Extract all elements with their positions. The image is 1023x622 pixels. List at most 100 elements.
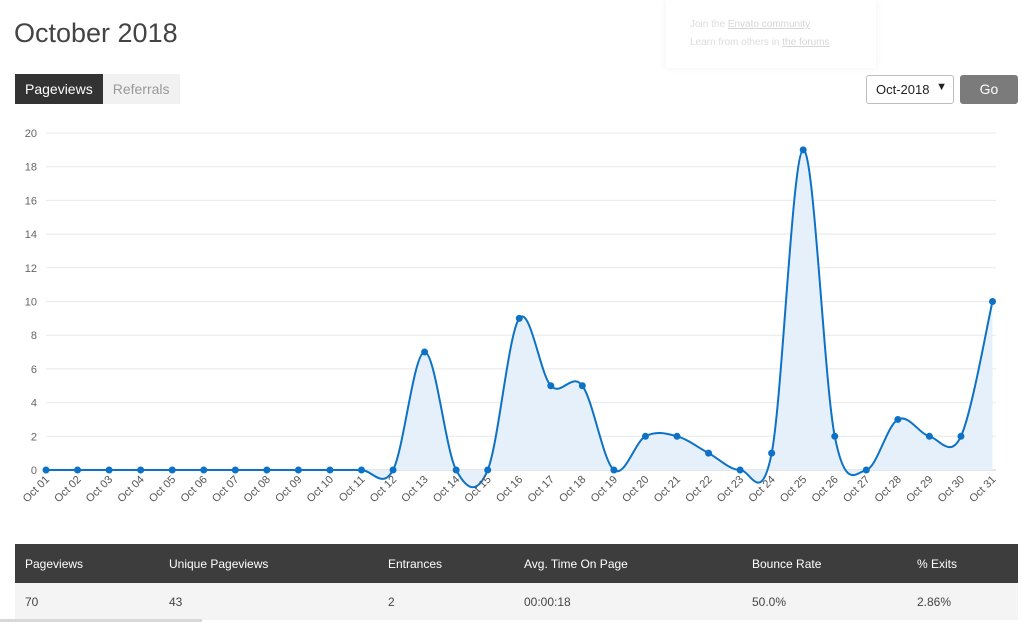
data-point[interactable] <box>326 466 334 474</box>
value-entrances: 2 <box>378 583 514 620</box>
stats-table: Pageviews Unique Pageviews Entrances Avg… <box>15 544 1018 620</box>
header-exits: % Exits <box>907 544 1018 583</box>
data-point[interactable] <box>705 449 713 457</box>
data-point[interactable] <box>547 382 555 390</box>
header-bounce-rate: Bounce Rate <box>742 544 907 583</box>
data-point[interactable] <box>925 432 933 440</box>
month-select[interactable]: Oct-2018 ▼ <box>866 75 954 104</box>
promo-text: Join the <box>690 19 728 30</box>
data-point[interactable] <box>358 466 365 474</box>
value-unique-pageviews: 43 <box>159 583 378 620</box>
stats-header-row: Pageviews Unique Pageviews Entrances Avg… <box>15 544 1018 583</box>
x-tick-label: Oct 28 <box>873 474 904 505</box>
data-point[interactable] <box>515 314 523 322</box>
data-point[interactable] <box>263 466 271 474</box>
x-tick-label: Oct 07 <box>210 474 241 505</box>
x-tick-label: Oct 21 <box>652 474 683 505</box>
data-point[interactable] <box>421 348 429 356</box>
x-tick-label: Oct 01 <box>21 474 52 505</box>
data-point[interactable] <box>74 466 82 474</box>
data-point[interactable] <box>42 466 50 474</box>
x-tick-label: Oct 29 <box>904 474 935 505</box>
x-tick-label: Oct 19 <box>589 474 620 505</box>
x-tick-label: Oct 22 <box>683 474 714 505</box>
header-entrances: Entrances <box>378 544 514 583</box>
data-point[interactable] <box>831 432 839 440</box>
data-point[interactable] <box>578 382 586 390</box>
x-tick-label: Oct 30 <box>936 474 967 505</box>
x-tick-label: Oct 14 <box>431 474 462 505</box>
value-exits: 2.86% <box>907 583 1018 620</box>
y-tick-label: 14 <box>25 229 37 241</box>
x-tick-label: Oct 09 <box>273 474 304 505</box>
data-point[interactable] <box>452 466 460 474</box>
community-promo: Join the Envato community Learn from oth… <box>666 0 876 68</box>
y-tick-label: 16 <box>25 195 37 207</box>
stats-row: 70 43 2 00:00:18 50.0% 2.86% <box>15 583 1018 620</box>
y-tick-label: 4 <box>31 398 37 410</box>
x-tick-label: Oct 26 <box>809 474 840 505</box>
y-tick-label: 8 <box>31 330 37 342</box>
x-tick-label: Oct 17 <box>526 474 557 505</box>
data-point[interactable] <box>894 415 902 423</box>
data-point[interactable] <box>957 432 965 440</box>
envato-community-link[interactable]: Envato community <box>727 19 811 30</box>
data-point[interactable] <box>231 466 239 474</box>
data-point[interactable] <box>989 298 996 305</box>
promo-text: Learn from others in <box>690 37 783 48</box>
y-tick-label: 0 <box>31 465 37 477</box>
x-tick-label: Oct 18 <box>557 474 588 505</box>
data-point[interactable] <box>200 466 208 474</box>
x-tick-label: Oct 20 <box>620 474 651 505</box>
data-point[interactable] <box>673 432 681 440</box>
data-point[interactable] <box>799 146 807 154</box>
tab-pageviews[interactable]: Pageviews <box>15 74 103 104</box>
data-point[interactable] <box>168 466 176 474</box>
x-tick-label: Oct 05 <box>147 474 178 505</box>
data-point[interactable] <box>294 466 302 474</box>
caret-down-icon: ▼ <box>936 81 947 93</box>
header-pageviews: Pageviews <box>15 544 159 583</box>
forums-link[interactable]: the forums <box>782 37 830 48</box>
value-pageviews: 70 <box>15 583 159 620</box>
data-point[interactable] <box>641 432 649 440</box>
value-bounce-rate: 50.0% <box>742 583 907 620</box>
tab-referrals[interactable]: Referrals <box>102 74 180 104</box>
x-tick-label: Oct 23 <box>715 474 746 505</box>
data-point[interactable] <box>862 466 870 474</box>
data-point[interactable] <box>137 466 145 474</box>
y-tick-label: 6 <box>31 364 37 376</box>
x-tick-label: Oct 08 <box>242 474 273 505</box>
x-tick-label: Oct 06 <box>178 474 209 505</box>
horizontal-scrollbar[interactable] <box>0 619 202 622</box>
x-tick-label: Oct 27 <box>841 474 872 505</box>
x-tick-label: Oct 11 <box>337 474 368 505</box>
go-button[interactable]: Go <box>960 75 1018 104</box>
y-tick-label: 20 <box>25 128 37 140</box>
x-tick-label: Oct 13 <box>399 474 430 505</box>
x-tick-label: Oct 16 <box>494 474 525 505</box>
x-tick-label: Oct 10 <box>305 474 336 505</box>
data-point[interactable] <box>610 466 618 474</box>
x-tick-label: Oct 03 <box>84 474 115 505</box>
data-point[interactable] <box>736 466 744 474</box>
data-point[interactable] <box>389 466 397 474</box>
header-unique-pageviews: Unique Pageviews <box>159 544 378 583</box>
data-point[interactable] <box>105 466 113 474</box>
y-tick-label: 12 <box>25 263 37 275</box>
report-tabs: Pageviews Referrals <box>15 74 180 104</box>
x-tick-label: Oct 02 <box>52 474 83 505</box>
value-avg-time-on-page: 00:00:18 <box>514 583 742 620</box>
header-avg-time-on-page: Avg. Time On Page <box>514 544 742 583</box>
promo-line-community: Join the Envato community <box>690 16 810 34</box>
x-tick-label: Oct 25 <box>778 474 809 505</box>
promo-line-forums: Learn from others in the forums <box>690 34 830 52</box>
y-tick-label: 2 <box>31 431 37 443</box>
x-tick-label: Oct 04 <box>115 474 146 505</box>
y-tick-label: 10 <box>25 297 37 309</box>
x-tick-label: Oct 31 <box>967 474 998 505</box>
data-point[interactable] <box>768 449 776 457</box>
y-tick-label: 18 <box>25 162 37 174</box>
data-point[interactable] <box>484 466 492 474</box>
